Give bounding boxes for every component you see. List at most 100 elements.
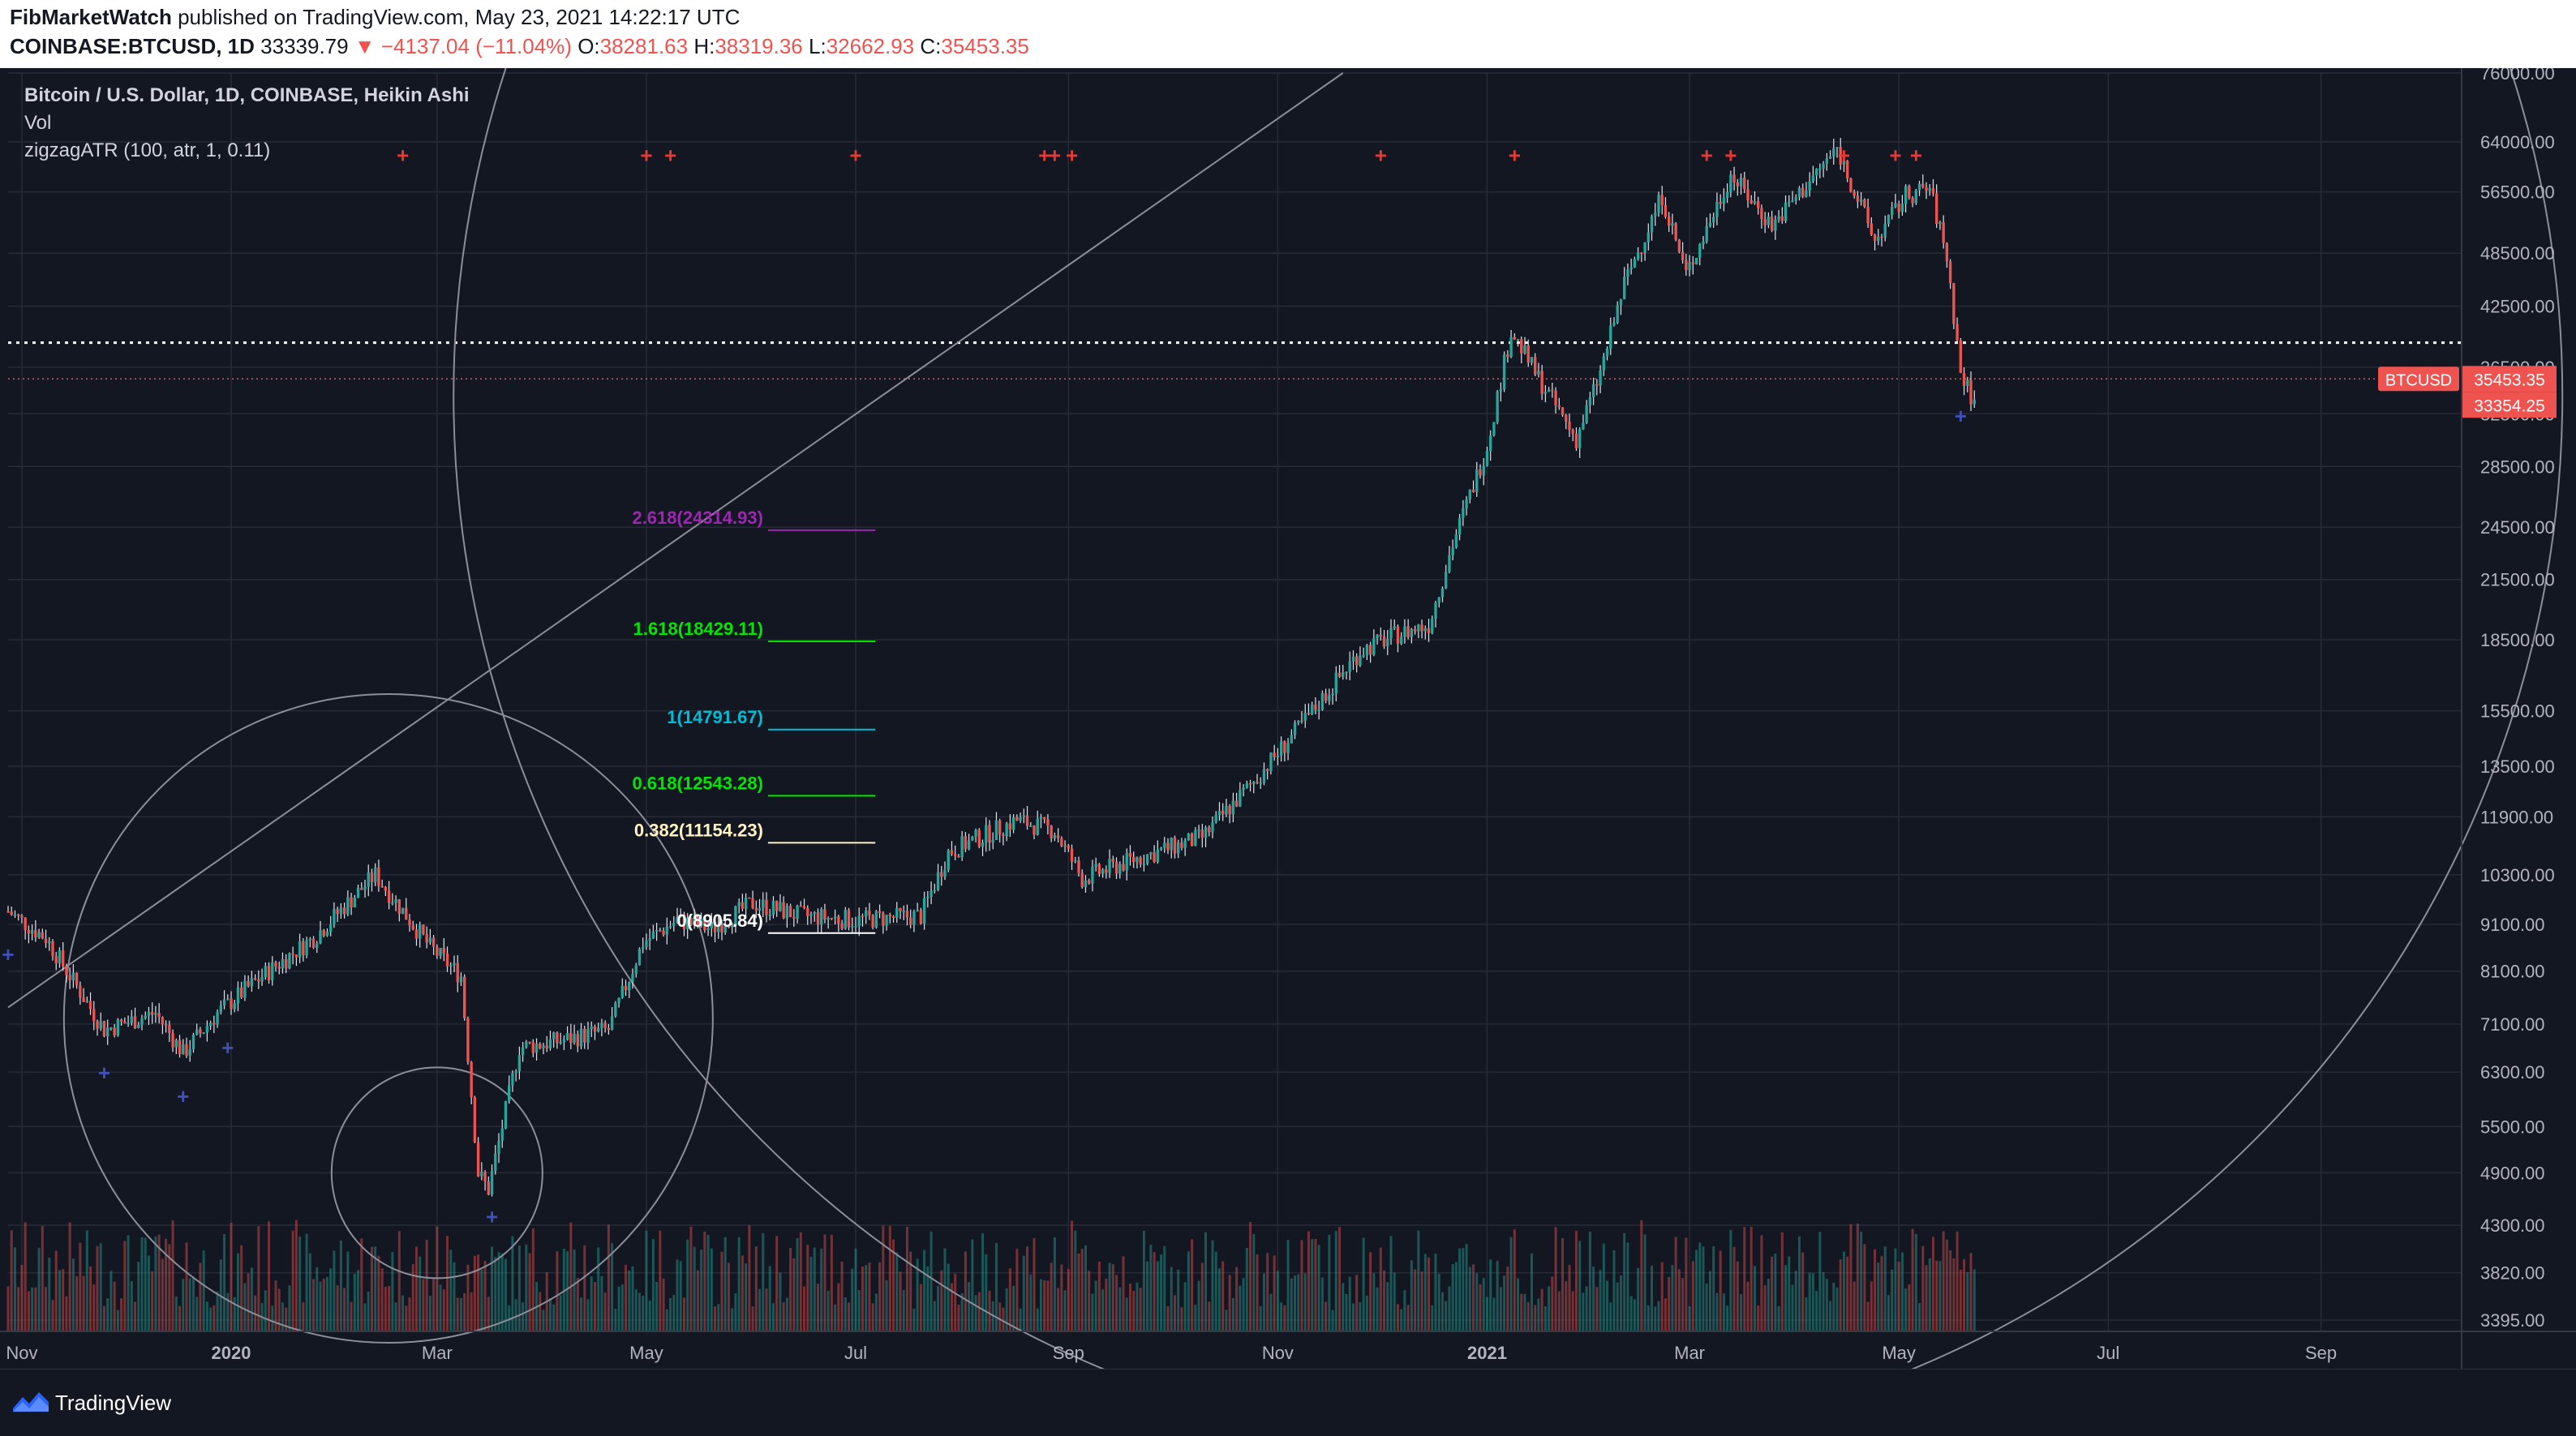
candle-body: [1471, 489, 1475, 493]
candle-body: [27, 929, 31, 934]
volume-bar: [679, 1261, 682, 1331]
candle-body: [542, 1045, 545, 1048]
volume-bar: [422, 1279, 425, 1331]
candle-body: [1780, 216, 1784, 221]
candle-body: [48, 941, 51, 944]
volume-bar: [1973, 1269, 1976, 1331]
volume-bar: [391, 1252, 394, 1331]
volume-bar: [230, 1222, 233, 1331]
volume-bar: [1780, 1232, 1784, 1331]
candle-body: [676, 917, 679, 924]
volume-bar: [1479, 1284, 1482, 1331]
candle-body: [597, 1027, 600, 1032]
tradingview-logo-icon[interactable]: [11, 1387, 50, 1417]
volume-bar: [871, 1303, 874, 1331]
candle-body: [1900, 204, 1904, 212]
candle-body: [325, 932, 329, 937]
price-change: ▼ −4137.04 (−11.04%): [354, 34, 572, 58]
volume-bar: [405, 1305, 408, 1331]
candle-body: [219, 1005, 222, 1013]
volume-bar: [1526, 1301, 1530, 1331]
volume-bar: [706, 1235, 710, 1331]
volume-bar: [625, 1264, 628, 1331]
candle-body: [998, 820, 1002, 835]
tradingview-brand[interactable]: TradingView: [55, 1391, 172, 1415]
volume-bar: [1245, 1247, 1248, 1331]
candle-body: [1286, 743, 1290, 753]
candle-body: [178, 1039, 182, 1055]
volume-bar: [765, 1288, 768, 1331]
candle-body: [576, 1034, 579, 1047]
volume-bar: [638, 1292, 641, 1331]
candle-body: [82, 997, 85, 1002]
volume-bar: [1942, 1231, 1945, 1331]
candle-body: [305, 940, 308, 956]
zigzag-low-marker: +: [177, 1084, 189, 1108]
candle-body: [1712, 216, 1715, 223]
candle-body: [1489, 435, 1492, 452]
volume-bar: [943, 1248, 947, 1331]
volume-bar: [576, 1277, 579, 1331]
author-name[interactable]: FibMarketWatch: [10, 5, 172, 29]
candle-body: [545, 1045, 548, 1049]
volume-bar: [1338, 1227, 1342, 1331]
volume-bar: [322, 1279, 325, 1331]
price-tick-label: 3820.00: [2480, 1263, 2545, 1284]
volume-bar: [1276, 1271, 1279, 1331]
candle-body: [1640, 252, 1643, 254]
volume-bar: [1403, 1290, 1406, 1331]
candle-body: [144, 1015, 147, 1019]
volume-bar: [1877, 1262, 1880, 1331]
candle-body: [260, 977, 264, 982]
candle-body: [281, 958, 285, 969]
volume-bar: [1105, 1278, 1108, 1331]
volume-bar: [1959, 1269, 1962, 1331]
volume-bar: [268, 1221, 271, 1331]
volume-bar: [710, 1248, 713, 1331]
candle-body: [1300, 720, 1303, 722]
candle-body: [648, 938, 651, 941]
volume-bar: [559, 1295, 562, 1331]
indicator-legend[interactable]: zigzagATR (100, atr, 1, 0.11): [24, 139, 271, 161]
volume-bar: [809, 1257, 813, 1331]
candle-body: [1568, 422, 1571, 431]
volume-bar: [1320, 1277, 1324, 1331]
candle-body: [1650, 216, 1654, 233]
candle-body: [1420, 624, 1423, 632]
candle-body: [1595, 384, 1599, 386]
volume-bar: [147, 1255, 150, 1331]
candle-body: [6, 911, 10, 913]
volume-bar: [154, 1237, 157, 1331]
candle-body: [1063, 845, 1067, 847]
candle-body: [662, 931, 665, 935]
volume-bar: [223, 1233, 226, 1331]
volume-bar: [1170, 1267, 1173, 1331]
candle-body: [1437, 597, 1440, 603]
symbol-label[interactable]: COINBASE:BTCUSD, 1D: [10, 34, 255, 58]
candle-body: [1654, 212, 1657, 216]
candle-body: [748, 897, 751, 899]
volume-bar: [1067, 1269, 1070, 1331]
candle-body: [1588, 397, 1592, 405]
volume-bar: [1204, 1232, 1208, 1331]
candle-body: [1935, 193, 1938, 225]
volume-legend[interactable]: Vol: [24, 112, 52, 134]
volume-bar: [363, 1303, 367, 1331]
candle-body: [1753, 201, 1757, 204]
candle-body: [374, 867, 377, 883]
volume-bar: [384, 1286, 387, 1331]
candle-body: [878, 911, 882, 914]
candle-body: [116, 1019, 120, 1035]
low-label: L:: [809, 34, 826, 58]
candle-body: [1725, 191, 1729, 199]
volume-bar: [834, 1304, 837, 1331]
volume-bar: [754, 1246, 758, 1331]
series-title[interactable]: Bitcoin / U.S. Dollar, 1D, COINBASE, Hei…: [24, 84, 470, 106]
candle-body: [977, 829, 981, 847]
volume-bar: [1300, 1240, 1303, 1331]
volume-bar: [1173, 1295, 1176, 1331]
candle-body: [1252, 782, 1256, 784]
candle-body: [1921, 183, 1925, 187]
